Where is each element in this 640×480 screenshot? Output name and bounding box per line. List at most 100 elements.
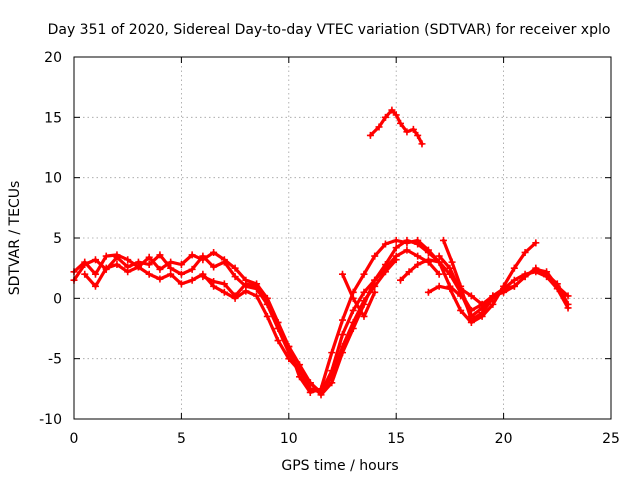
plot-frame [73, 56, 612, 420]
series-markers-pass-d [199, 256, 400, 396]
data-point [145, 270, 153, 278]
data-point [199, 256, 207, 264]
data-point [145, 253, 153, 261]
data-point [403, 246, 411, 254]
data-point [532, 268, 540, 276]
data-point [156, 275, 164, 283]
data-point [177, 261, 185, 269]
y-tick-label: -5 [48, 352, 62, 368]
x-tick-label: 20 [495, 431, 513, 447]
data-point [360, 288, 368, 296]
data-point [414, 240, 422, 248]
data-point [510, 264, 518, 272]
data-point [349, 306, 357, 314]
data-point [435, 252, 443, 260]
data-point [188, 251, 196, 259]
data-point [467, 292, 475, 300]
data-point [366, 131, 374, 139]
data-point [371, 252, 379, 260]
data-point [457, 306, 465, 314]
data-point [381, 261, 389, 269]
data-point [339, 331, 346, 339]
data-point [81, 270, 89, 278]
series-markers-pass-e [339, 270, 379, 320]
data-point [124, 256, 132, 264]
series-line-pass-e [340, 272, 377, 318]
data-point [306, 379, 314, 387]
data-point [403, 236, 411, 244]
data-point [360, 270, 368, 278]
chart-title: Day 351 of 2020, Sidereal Day-to-day VTE… [48, 22, 611, 38]
data-point [102, 252, 110, 260]
data-point [409, 125, 417, 133]
data-point [177, 280, 185, 288]
data-point [113, 261, 121, 269]
data-point [134, 263, 142, 271]
y-axis-label: SDTVAR / TECUs [7, 181, 23, 296]
x-tick-label: 5 [177, 431, 186, 447]
data-point [371, 276, 379, 284]
data-point [263, 300, 271, 308]
data-point [435, 282, 443, 290]
data-point [220, 256, 228, 264]
data-point [381, 268, 389, 276]
data-point [91, 282, 99, 290]
data-point [532, 239, 540, 247]
data-point [167, 264, 175, 272]
data-point [414, 131, 422, 139]
series-markers-pass-j [439, 236, 572, 324]
data-point [521, 270, 529, 278]
data-point [167, 258, 175, 266]
data-point [392, 256, 400, 264]
data-point [467, 316, 475, 324]
data-point [510, 276, 518, 284]
data-point [220, 280, 228, 288]
data-point [91, 256, 99, 264]
data-point [360, 312, 368, 320]
series-line-pass-f [368, 108, 424, 146]
x-tick-label: 0 [70, 431, 79, 447]
y-tick-label: 15 [44, 110, 62, 126]
data-point [396, 119, 404, 127]
data-point [188, 265, 196, 273]
data-point [231, 273, 239, 281]
data-point [328, 349, 336, 357]
data-point [371, 288, 379, 296]
series-line-pass-g [398, 258, 570, 306]
data-point [177, 270, 185, 278]
data-point [210, 277, 218, 285]
data-point [500, 285, 508, 293]
data-point [349, 318, 357, 326]
data-point [339, 343, 346, 351]
data-point [435, 270, 443, 278]
data-point [424, 288, 432, 296]
data-point [210, 248, 218, 256]
data-point [317, 388, 325, 396]
data-point [285, 343, 293, 351]
data-point [156, 251, 164, 259]
data-point [478, 309, 486, 317]
x-tick-label: 15 [387, 431, 405, 447]
data-point [339, 270, 346, 278]
data-point [328, 373, 336, 381]
data-point [167, 270, 175, 278]
data-point [91, 270, 99, 278]
data-point [381, 240, 389, 248]
data-point [489, 300, 497, 308]
data-point [231, 264, 239, 272]
data-point [564, 304, 572, 312]
data-point [403, 128, 411, 136]
data-point [242, 280, 250, 288]
data-point [231, 292, 239, 300]
data-point [263, 312, 271, 320]
data-point [296, 373, 304, 381]
data-point [405, 268, 413, 276]
data-point [349, 294, 357, 302]
data-point [392, 244, 400, 252]
data-point [388, 106, 396, 114]
data-point [375, 123, 383, 131]
y-tick-label: 10 [44, 171, 62, 187]
data-series [70, 106, 572, 399]
data-point [446, 264, 454, 272]
